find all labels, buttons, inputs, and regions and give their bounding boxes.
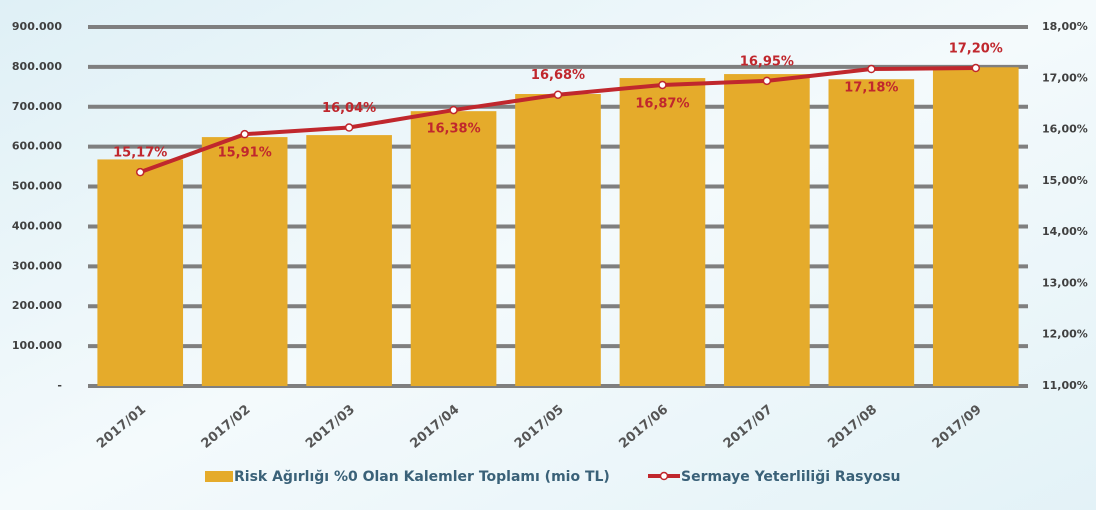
y-tick-label: 400.000 — [12, 219, 62, 232]
y2-tick-label: 16,00% — [1042, 123, 1088, 136]
marker — [971, 63, 981, 73]
marker — [135, 167, 145, 177]
bar — [306, 135, 392, 386]
y2-tick-label: 15,00% — [1042, 174, 1088, 187]
y-tick-label: 100.000 — [12, 339, 62, 352]
marker — [762, 76, 772, 86]
y-tick-label: 600.000 — [12, 140, 62, 153]
data-label: 15,17% — [113, 146, 167, 161]
y2-tick-label: 11,00% — [1042, 379, 1088, 392]
y-tick-label: - — [57, 379, 62, 392]
marker — [449, 105, 458, 115]
y-tick-label: 900.000 — [12, 20, 62, 33]
legend-label: Risk Ağırlığı %0 Olan Kalemler Toplamı (… — [234, 469, 610, 485]
y-tick-label: 800.000 — [12, 60, 62, 73]
y-tick-label: 500.000 — [12, 180, 62, 193]
y-tick-label: 200.000 — [12, 299, 62, 312]
data-label: 16,87% — [635, 96, 689, 111]
marker — [553, 90, 563, 99]
bar — [619, 78, 706, 387]
y2-tick-label: 14,00% — [1042, 225, 1088, 238]
y2-tick-label: 12,00% — [1042, 328, 1088, 341]
bar — [828, 79, 915, 386]
bar — [515, 94, 601, 386]
data-label: 17,18% — [844, 81, 898, 96]
legend-label: Sermaye Yeterliliği Rasyosu — [681, 469, 901, 485]
legend-swatch — [205, 471, 233, 482]
y2-tick-label: 17,00% — [1042, 71, 1088, 84]
y2-tick-label: 13,00% — [1042, 276, 1088, 289]
data-label: 16,38% — [426, 122, 480, 137]
bar — [97, 159, 184, 386]
marker — [240, 129, 249, 139]
y-tick-label: 700.000 — [12, 100, 62, 113]
marker — [344, 123, 354, 132]
bar — [410, 111, 497, 386]
marker — [867, 64, 876, 74]
data-label: 16,95% — [740, 54, 794, 69]
marker — [658, 80, 667, 90]
legend-marker — [659, 471, 669, 481]
data-label: 17,20% — [949, 42, 1003, 57]
data-label: 16,68% — [531, 68, 585, 83]
y2-tick-label: 18,00% — [1042, 20, 1088, 33]
data-label: 16,04% — [322, 101, 376, 116]
bar — [724, 74, 810, 387]
data-label: 15,91% — [218, 146, 272, 161]
bar — [932, 67, 1019, 386]
y-tick-label: 300.000 — [12, 259, 62, 272]
bar — [201, 137, 288, 386]
